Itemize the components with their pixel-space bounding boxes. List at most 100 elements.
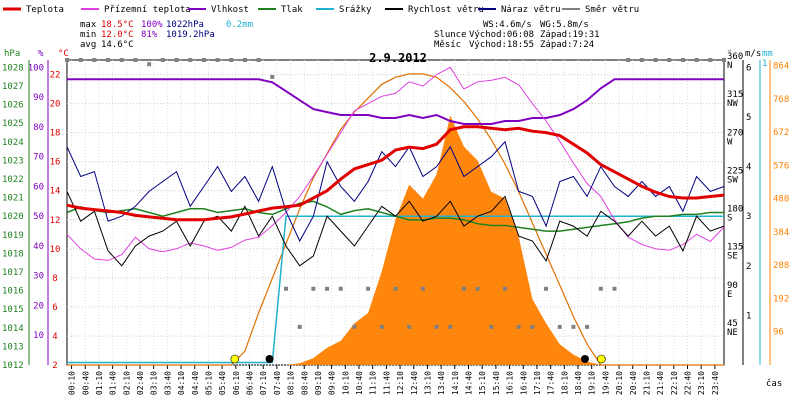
stat-min-temp: 12.0°C	[101, 30, 134, 40]
wind-tick-label: 4	[746, 163, 751, 173]
x-tick-label: 11:40	[382, 371, 391, 395]
x-tick-label: 04:40	[191, 371, 200, 395]
temp-tick-label: 18	[50, 129, 61, 139]
x-tick-label: 03:10	[150, 371, 159, 395]
solar-tick-label: 288	[773, 261, 789, 271]
ground-temperature-line	[66, 66, 725, 261]
hpa-tick-label: 1026	[2, 101, 24, 111]
x-tick-label: 09:10	[314, 371, 323, 395]
wind-dir-point	[598, 286, 603, 291]
x-tick-label: 01:10	[95, 371, 104, 395]
x-tick-label: 07:10	[259, 371, 268, 395]
stat-max-rain: 0.2mm	[226, 20, 253, 30]
stat-max-temp: 18.5°C	[101, 20, 134, 30]
wind-dir-point	[284, 286, 288, 291]
wind-dir-point	[325, 286, 330, 291]
wind-dir-point	[516, 324, 521, 329]
temp-tick-label: 16	[50, 158, 61, 168]
dir-tick-value: 180	[727, 205, 743, 215]
axis-units: hPa % °C ° m/s mm 1 čas	[4, 49, 782, 389]
hpa-tick-label: 1016	[2, 287, 24, 297]
x-tick-label: 23:40	[711, 371, 720, 395]
x-tick-label: 19:40	[601, 371, 610, 395]
temperature-line	[66, 125, 725, 222]
wind-dir-point	[694, 58, 699, 62]
x-tick-label: 12:40	[410, 371, 419, 395]
solar-tick-label: 576	[773, 161, 789, 171]
wind-tick-label: 3	[746, 212, 751, 222]
hpa-tick-label: 1017	[2, 268, 24, 278]
temp-tick-label: 8	[52, 274, 57, 284]
x-tick-label: 02:10	[122, 371, 131, 395]
hpa-tick-label: 1015	[2, 305, 24, 315]
chart-title: 2.9.2012	[369, 51, 427, 65]
sunrise-icon	[230, 354, 240, 364]
solar-tick-label: 192	[773, 294, 789, 304]
sun-moon-info: WS:4.6m/s WG:5.8m/s Slunce Východ:06:08 …	[434, 20, 600, 50]
wind-dir-point	[229, 58, 234, 62]
hpa-tick-label: 1025	[2, 119, 24, 129]
pct-tick-label: 60	[33, 182, 44, 192]
wind-dir-point	[639, 58, 644, 62]
wind-dir-point	[489, 324, 494, 329]
wind-dir-point	[270, 74, 275, 79]
wind-dir-point	[653, 58, 658, 62]
info-sun-set: Západ:19:31	[540, 30, 600, 40]
dir-tick-label: NW	[727, 99, 738, 109]
x-tick-label: 21:10	[642, 371, 651, 395]
info-moon-rise: Východ:18:55	[469, 40, 534, 50]
wind-dir-point	[106, 58, 111, 62]
hpa-tick-label: 1018	[2, 249, 24, 259]
x-axis: 00:10 00:40 01:10 01:40 02:10 02:40 03:10 03:40…	[68, 365, 720, 395]
pct-tick-label: 30	[33, 272, 44, 282]
hpa-tick-label: 1012	[2, 361, 24, 371]
x-tick-label: 07:40	[273, 371, 282, 395]
info-ws: WS:4.6m/s	[483, 20, 532, 30]
wind-tick-label: 2	[746, 262, 751, 272]
dir-tick-value: 360	[727, 52, 743, 62]
x-tick-label: 13:10	[423, 371, 432, 395]
stat-min-press: 1019.2hPa	[166, 30, 215, 40]
x-tick-label: 03:40	[163, 371, 172, 395]
dir-tick-label: SE	[727, 252, 738, 262]
wind-dir-point	[338, 286, 343, 291]
stat-avg-temp: 14.6°C	[101, 40, 134, 50]
hpa-tick-label: 1013	[2, 342, 24, 352]
wind-gust-line	[66, 140, 725, 243]
info-sun-rise: Východ:06:08	[469, 30, 534, 40]
wind-dir-point	[311, 286, 316, 291]
x-tick-label: 15:10	[478, 371, 487, 395]
solar-tick-label: 864	[773, 62, 789, 72]
temp-tick-label: 20	[50, 100, 61, 110]
unit-dir: °	[727, 49, 732, 59]
legend-label-naraz-vetru: Náraz větru	[501, 5, 561, 15]
stat-max-label: max	[80, 20, 97, 30]
x-tick-label: 06:40	[246, 371, 255, 395]
x-tick-label: 16:40	[519, 371, 528, 395]
legend-label-smer-vetru: Směr větru	[585, 5, 639, 15]
solar-tick-label: 768	[773, 95, 789, 105]
wind-dir-point	[119, 58, 124, 62]
x-tick-label: 05:40	[218, 371, 227, 395]
x-tick-label: 12:10	[396, 371, 405, 395]
wind-dir-point	[133, 58, 138, 62]
hpa-tick-label: 1027	[2, 82, 24, 92]
series	[65, 58, 726, 366]
wind-dir-point	[722, 58, 726, 62]
x-tick-label: 08:40	[300, 371, 309, 395]
wind-dir-point	[188, 58, 193, 62]
right-axes: 45NE90E135SE180S225SW270W315NW360N123456…	[727, 52, 789, 365]
dir-tick-value: 270	[727, 128, 743, 138]
wind-dir-point	[379, 324, 384, 329]
pct-tick-label: 10	[33, 331, 44, 341]
dir-tick-value: 135	[727, 243, 743, 253]
wind-dir-point	[147, 62, 152, 67]
x-tick-label: 17:40	[547, 371, 556, 395]
moonrise-icon	[580, 355, 589, 363]
hpa-tick-label: 1020	[2, 212, 24, 222]
wind-dir-point	[475, 286, 480, 291]
solar-theoretical-line	[67, 73, 724, 366]
rain-tick-1: 1	[762, 59, 767, 69]
solar-radiation-area	[67, 115, 724, 365]
